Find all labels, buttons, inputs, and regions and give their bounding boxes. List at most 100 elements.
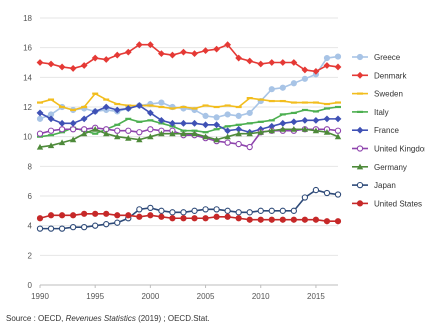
data-point-france (202, 121, 209, 129)
data-point-japan (301, 194, 309, 201)
data-point-united-states (36, 215, 44, 222)
data-point-denmark (290, 59, 298, 66)
data-point-denmark (58, 63, 66, 71)
legend-item-germany: Germany (352, 163, 407, 172)
data-point-united-states (136, 213, 143, 220)
data-point-germany (257, 129, 264, 135)
y-tick-label: 2 (28, 251, 33, 260)
series-line-france (39, 104, 338, 134)
data-point-germany (268, 127, 275, 134)
data-point-japan (92, 222, 99, 229)
data-point-france (146, 109, 154, 117)
legend-item-united-states: United States (352, 199, 422, 208)
data-point-united-states (92, 210, 99, 217)
legend-label: Germany (374, 163, 407, 172)
legend-swatch-marker (356, 71, 364, 79)
data-point-united-states (323, 218, 331, 225)
data-point-germany (136, 136, 143, 143)
data-point-united-states (301, 216, 308, 223)
data-point-germany (213, 136, 220, 143)
data-point-united-kingdom (36, 130, 44, 137)
data-point-greece (268, 86, 275, 93)
data-point-germany (246, 130, 253, 137)
data-point-germany (125, 134, 132, 141)
data-point-germany (301, 126, 309, 132)
data-point-united-states (290, 216, 297, 223)
data-point-japan (235, 209, 242, 216)
data-point-japan (268, 207, 275, 214)
data-point-japan (58, 225, 66, 232)
data-point-denmark (36, 59, 44, 66)
x-tick-label: 2005 (197, 292, 215, 301)
data-point-germany (191, 130, 198, 137)
data-point-denmark (301, 66, 309, 74)
data-point-germany (158, 130, 165, 137)
legend-item-greece: Greece (352, 53, 401, 62)
data-point-japan (80, 223, 88, 231)
axes: 0 2 4 6 8 10 12 14 16 18 1990 1995 2000 2005 2010 2015 (23, 14, 325, 301)
data-point-united-states (268, 216, 275, 223)
y-tick-label: 12 (23, 103, 32, 112)
legend-label: France (374, 126, 399, 135)
data-point-united-states (191, 215, 198, 222)
series-line-greece (39, 55, 339, 120)
data-point-denmark (191, 50, 198, 57)
legend-swatch-marker (356, 200, 364, 207)
data-point-united-states (81, 210, 88, 217)
data-point-denmark (235, 54, 243, 62)
data-point-france (102, 103, 110, 111)
data-point-united-states (334, 218, 342, 225)
series-line-japan (40, 189, 339, 230)
data-point-france (36, 109, 44, 117)
data-point-united-states (114, 212, 121, 219)
legend-item-france: France (352, 126, 399, 135)
data-point-united-states (213, 213, 220, 220)
source-note: Source : OECD, Revenues Statistics (2019… (6, 314, 210, 323)
data-point-united-states (246, 216, 253, 223)
data-point-denmark (69, 65, 77, 72)
legend-item-sweden: Sweden (352, 90, 403, 99)
legend-item-denmark: Denmark (352, 71, 407, 80)
data-point-greece (246, 109, 253, 117)
data-point-japan (47, 225, 55, 232)
data-point-japan (36, 225, 44, 232)
series-japan (36, 186, 342, 232)
data-point-united-kingdom (69, 126, 77, 133)
x-tick-label: 1995 (86, 292, 104, 301)
data-point-japan (334, 191, 342, 198)
legend-item-japan: Japan (352, 181, 396, 190)
y-tick-label: 10 (23, 133, 32, 142)
legend: Greece Denmark Sweden Italy France United Kin… (352, 53, 425, 208)
data-point-france (135, 102, 143, 109)
data-point-denmark (268, 59, 276, 66)
data-point-united-kingdom (47, 127, 55, 134)
data-point-denmark (146, 41, 154, 49)
legend-label: Greece (374, 53, 401, 62)
data-point-denmark (80, 62, 88, 69)
data-point-japan (114, 219, 121, 226)
data-point-germany (312, 127, 320, 134)
series-line-denmark (39, 43, 339, 73)
y-tick-label: 6 (28, 192, 33, 201)
data-point-denmark (334, 63, 342, 71)
data-point-denmark (323, 62, 331, 69)
data-point-germany (58, 139, 66, 146)
legend-item-united-kingdom: United Kingdom (352, 145, 425, 154)
gridlines (40, 17, 338, 286)
data-point-greece (279, 84, 286, 91)
data-point-japan (136, 206, 143, 213)
data-point-france (279, 119, 287, 127)
data-point-greece (235, 112, 242, 120)
data-point-france (113, 106, 121, 114)
data-point-denmark (312, 68, 320, 75)
data-point-denmark (113, 51, 121, 59)
legend-item-italy: Italy (352, 108, 389, 117)
data-point-united-states (47, 212, 55, 219)
data-point-greece (334, 53, 342, 60)
data-point-japan (169, 209, 176, 216)
data-point-japan (202, 206, 209, 213)
data-point-united-states (202, 215, 209, 222)
data-point-france (47, 115, 55, 123)
data-point-united-states (180, 215, 187, 222)
